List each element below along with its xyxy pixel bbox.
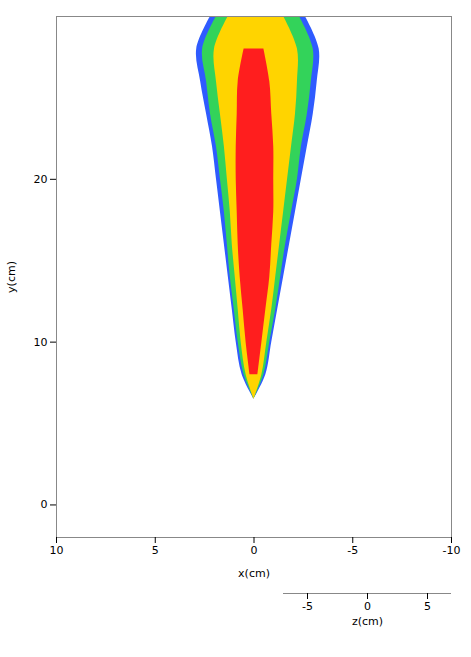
svg-text:0: 0: [251, 544, 258, 557]
svg-text:-5: -5: [302, 600, 313, 613]
svg-text:0: 0: [364, 600, 371, 613]
svg-text:-10: -10: [443, 544, 461, 557]
svg-text:-5: -5: [347, 544, 358, 557]
svg-text:y(cm): y(cm): [5, 261, 18, 293]
svg-text:20: 20: [34, 173, 48, 186]
svg-text:10: 10: [50, 544, 64, 557]
svg-text:x(cm): x(cm): [238, 567, 270, 580]
svg-text:0: 0: [41, 498, 48, 511]
svg-text:10: 10: [34, 336, 48, 349]
svg-text:z(cm): z(cm): [352, 615, 383, 628]
svg-text:5: 5: [152, 544, 159, 557]
svg-text:5: 5: [424, 600, 431, 613]
